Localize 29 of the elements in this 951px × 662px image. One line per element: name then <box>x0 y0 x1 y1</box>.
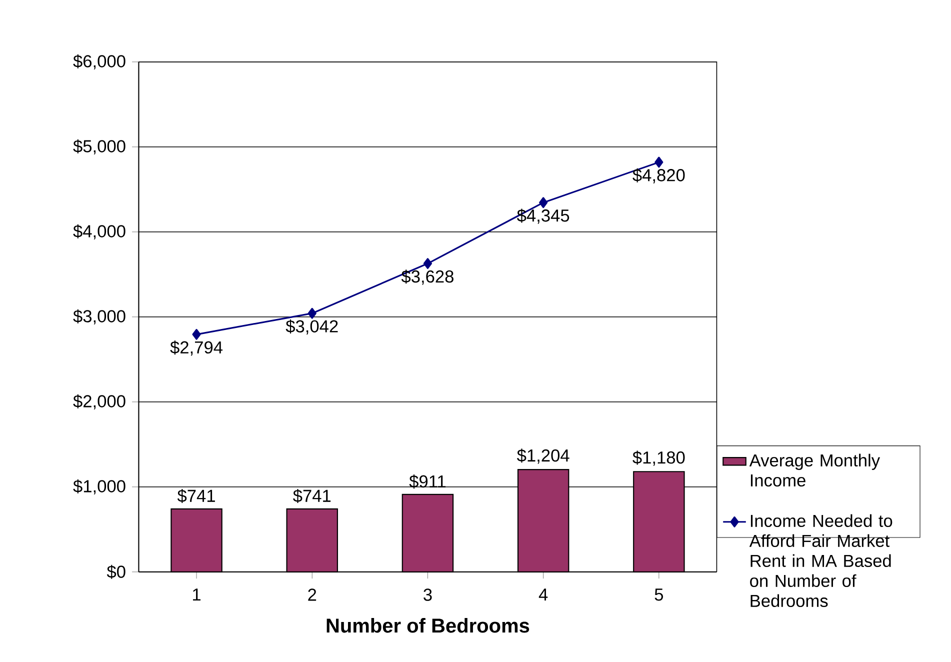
y-tick-label: $4,000 <box>73 224 126 240</box>
data-label: $4,345 <box>516 208 570 224</box>
x-tick-label: 2 <box>308 588 316 601</box>
data-label: $4,820 <box>632 168 685 184</box>
point <box>423 258 432 269</box>
data-label: $3,042 <box>286 319 338 335</box>
data-label: $1,180 <box>632 450 685 466</box>
y-tick-label: $6,000 <box>73 54 126 70</box>
y-tick-label: $0 <box>106 564 126 579</box>
y-tick-label: $5,000 <box>73 139 126 154</box>
legend-label: Average Monthly Income <box>749 454 880 487</box>
data-label: $741 <box>293 489 331 504</box>
x-tick-label: 3 <box>424 588 432 601</box>
x-axis-title: Number of Bedrooms <box>326 618 530 633</box>
x-tick-label: 4 <box>538 588 548 601</box>
x-tick-label: 5 <box>654 588 664 601</box>
legend-label: Income Needed to Afford Fair Market Rent in MA Based on Number of Bedrooms <box>749 514 892 608</box>
x-tick-label: 1 <box>193 588 201 601</box>
y-tick-label: $2,000 <box>73 394 126 410</box>
point <box>308 308 316 319</box>
data-label: $2,794 <box>170 340 223 356</box>
data-label: $741 <box>177 489 215 504</box>
y-tick-label: $3,000 <box>73 309 126 324</box>
point <box>654 156 664 168</box>
y-tick-label: $1,000 <box>73 479 126 494</box>
data-label: $3,628 <box>401 270 454 285</box>
point <box>539 197 548 208</box>
point <box>192 328 201 340</box>
data-label: $1,204 <box>516 448 570 464</box>
